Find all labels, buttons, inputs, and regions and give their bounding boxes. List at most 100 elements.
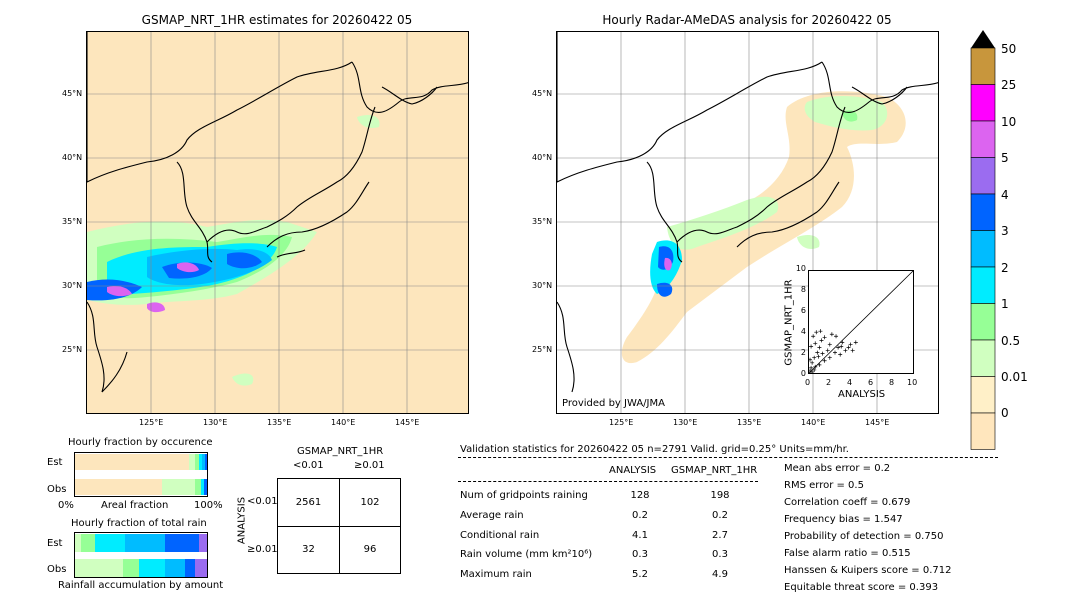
- scatter-xtick: 2: [826, 378, 832, 387]
- row-analysis: 0.2: [632, 510, 648, 521]
- scatter-point: [811, 334, 816, 339]
- row-label: Rain volume (mm km²10⁶): [460, 549, 593, 560]
- colorbar-label: 4: [1001, 188, 1009, 202]
- validation-row: Conditional rain 4.1 2.7: [460, 530, 760, 544]
- acc-obs-1: [139, 559, 165, 577]
- col-analysis: ANALYSIS: [609, 465, 657, 476]
- colorbar-cell: [970, 120, 996, 158]
- lon-label: 135°E: [267, 418, 292, 427]
- scatter-point: [817, 362, 822, 367]
- left-grid: [87, 32, 468, 413]
- scatter-point: [850, 348, 855, 353]
- row-analysis: 0.3: [632, 549, 648, 560]
- scatter-point: [833, 350, 837, 355]
- occurrence-est-bar: [75, 454, 209, 470]
- score-rmse: RMS error = 0.5: [784, 480, 864, 491]
- scatter-plot: [808, 270, 914, 374]
- row-label: Average rain: [460, 510, 524, 521]
- contingency-cell: 96: [363, 544, 377, 555]
- acc-est-001: [75, 534, 81, 552]
- row-analysis: 128: [630, 490, 650, 501]
- contingency-col-ge: ≥0.01: [354, 460, 385, 471]
- est-seg-05: [195, 454, 199, 470]
- obs-seg-001: [162, 479, 195, 495]
- contingency-cell: 32: [302, 544, 315, 555]
- acc-obs-05: [123, 559, 139, 577]
- obs-seg-05: [195, 479, 201, 495]
- contingency-hdivider: [278, 526, 400, 527]
- scatter-point: [839, 344, 844, 349]
- scatter-point: [813, 341, 818, 346]
- lon-label: 130°E: [673, 418, 698, 427]
- scatter-xtick: 8: [889, 378, 895, 387]
- scatter-point: [812, 355, 817, 360]
- occurrence-obs-label: Obs: [47, 484, 67, 495]
- left-coastlines: [87, 32, 468, 393]
- score-pod: Probability of detection = 0.750: [784, 531, 944, 542]
- row-analysis: 4.1: [632, 530, 648, 541]
- accumulation-title: Hourly fraction of total rain: [71, 518, 207, 529]
- scatter-xtick: 10: [907, 378, 918, 387]
- scatter-xtick-group: 0 2 4 6 8 10: [805, 378, 917, 390]
- score-hk: Hanssen & Kuipers score = 0.712: [784, 565, 952, 576]
- lat-label: 25°N: [532, 345, 553, 354]
- est-seg-1: [199, 454, 202, 470]
- lon-label: 140°E: [331, 418, 356, 427]
- contingency-col-lt: <0.01: [293, 460, 324, 471]
- accumulation-est-label: Est: [47, 538, 63, 549]
- scatter-ytick: 6: [800, 306, 806, 315]
- score-corr: Correlation coeff = 0.679: [784, 497, 911, 508]
- occurrence-obs-bar: [75, 479, 209, 495]
- scatter-point: [819, 338, 824, 343]
- lon-label: 125°E: [139, 418, 164, 427]
- colorbar-label: 2: [1001, 261, 1009, 275]
- lat-label: 40°N: [532, 153, 553, 162]
- colorbar-cell: [970, 376, 996, 414]
- colorbar-label: 0: [1001, 406, 1009, 420]
- scatter-xtick: 0: [805, 378, 811, 387]
- scatter-svg: [808, 270, 914, 374]
- colorbar-extend-arrow: [971, 30, 995, 48]
- obs-seg-zero: [75, 479, 163, 495]
- acc-obs-4: [195, 559, 207, 577]
- accumulation-footer: Rainfall accumulation by amount: [58, 580, 224, 591]
- colorbar-cell: [970, 84, 996, 122]
- scatter-ytick-group: 10 8 6 4 2 0: [786, 263, 806, 379]
- row-label: Maximum rain: [460, 569, 532, 580]
- scatter-xtick: 6: [868, 378, 874, 387]
- row-gsmap: 198: [710, 490, 730, 501]
- lat-label: 30°N: [62, 281, 83, 290]
- scatter-point: [840, 340, 845, 345]
- row-analysis: 5.2: [632, 569, 648, 580]
- scatter-point: [815, 350, 820, 355]
- right-analysis-field: [621, 91, 906, 364]
- contingency-row-axis: ANALYSIS: [236, 496, 248, 545]
- lon-label: 130°E: [203, 418, 228, 427]
- lat-label: 30°N: [532, 281, 553, 290]
- scatter-ytick: 4: [800, 327, 806, 336]
- data-credit: Provided by JWA/JMA: [562, 398, 665, 409]
- scatter-point: [809, 365, 814, 370]
- scatter-ytick: 2: [800, 348, 806, 357]
- scatter-point: [810, 369, 815, 374]
- scatter-point: [822, 335, 827, 340]
- contingency-cell: 2561: [295, 497, 322, 508]
- colorbar-cell: [970, 412, 996, 450]
- obs-seg-1: [201, 479, 204, 495]
- acc-est-05: [81, 534, 95, 552]
- accumulation-obs-bar: [75, 559, 209, 577]
- scatter-point: [812, 367, 817, 372]
- contingency-row-lt: <0.01: [247, 496, 278, 507]
- scatter-point: [848, 342, 853, 347]
- scatter-point: [809, 344, 814, 349]
- row-gsmap: 2.7: [712, 530, 728, 541]
- validation-header-rule: [458, 457, 998, 458]
- accumulation-bars: [74, 532, 208, 578]
- row-label: Num of gridpoints raining: [460, 490, 588, 501]
- lat-label: 45°N: [532, 89, 553, 98]
- colorbar-label: 0.5: [1001, 334, 1021, 348]
- scatter-point: [838, 352, 843, 357]
- scatter-point: [827, 355, 832, 360]
- scatter-xtick: 4: [847, 378, 853, 387]
- colorbar-cell: [970, 193, 996, 231]
